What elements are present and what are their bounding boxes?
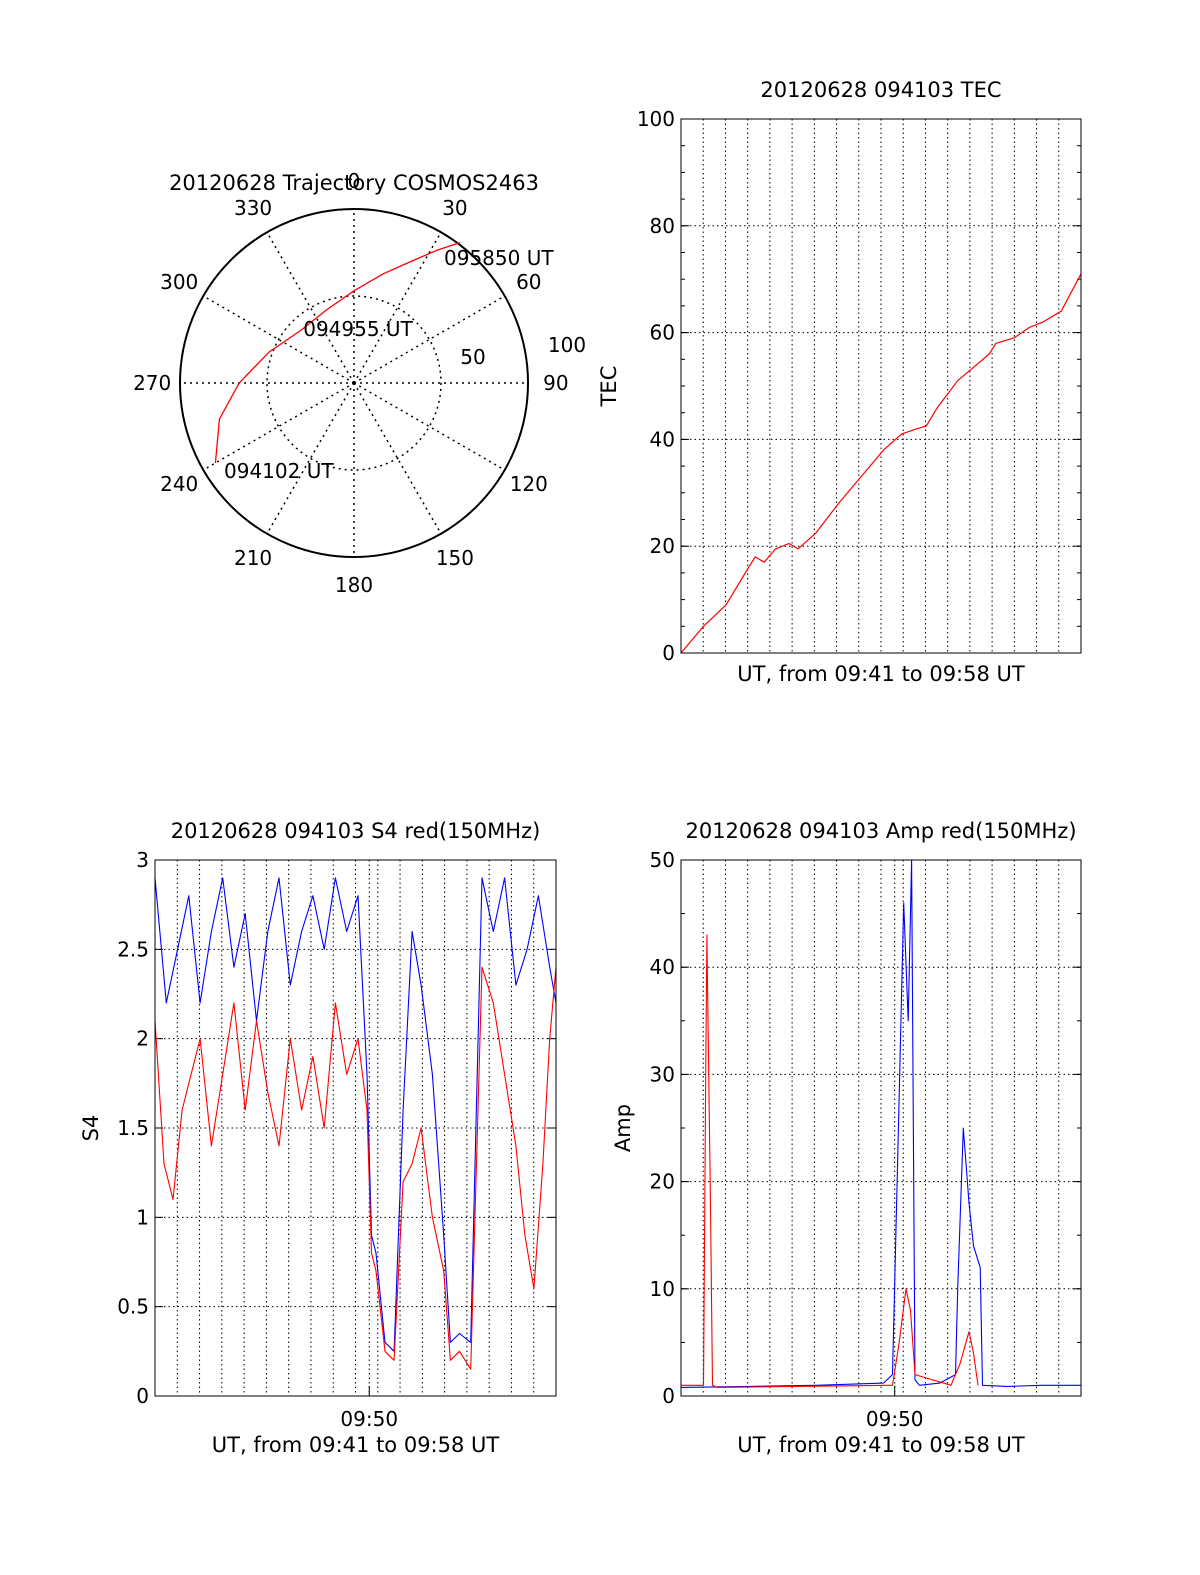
spoke-240 [202, 382, 355, 471]
radius-label-50: 50 [460, 345, 485, 369]
y-tick-label: 0 [136, 1384, 149, 1408]
panel-tec-xlabel: UT, from 09:41 to 09:58 UT [737, 662, 1025, 686]
panel-tec-ylabel: TEC [597, 366, 621, 408]
spoke-120 [353, 382, 506, 471]
panel-tec-axes-frame [680, 118, 1082, 654]
azimuth-label-330: 330 [234, 196, 272, 220]
y-tick-label: 0.5 [117, 1295, 149, 1319]
trajectory-time-label: 094955 UT [303, 317, 413, 341]
spoke-30 [353, 231, 442, 384]
outer-ring [179, 208, 529, 558]
panel-amp-series-1 [681, 934, 979, 1388]
trajectory-track [214, 241, 461, 464]
panel-amp-series-0 [680, 859, 1081, 1388]
spoke-300 [202, 295, 355, 384]
inner-ring-50 [266, 295, 442, 471]
panel-amp-xlabel: UT, from 09:41 to 09:58 UT [737, 1433, 1025, 1457]
amp-line-chart: 20120628 094103 Amp red(150MHz) 0 10 20 30 40… [611, 819, 1082, 1457]
azimuth-label-180: 180 [335, 573, 373, 597]
y-tick-label: 1.5 [117, 1116, 149, 1140]
panel-tec-series-0 [680, 273, 1082, 654]
azimuth-label-90: 90 [543, 371, 568, 395]
panel-s4-xlabel: UT, from 09:41 to 09:58 UT [212, 1433, 500, 1457]
panel-amp-axes-frame [680, 859, 1082, 1397]
azimuth-label-300: 300 [160, 270, 198, 294]
radius-label-100: 100 [548, 333, 586, 357]
trajectory-time-label: 094102 UT [224, 459, 334, 483]
y-tick-label: 40 [650, 427, 675, 451]
panel-s4-series-1 [154, 966, 557, 1370]
y-tick-label: 1 [136, 1205, 149, 1229]
panel-amp-title: 20120628 094103 Amp red(150MHz) [685, 819, 1076, 843]
panel-tec-title: 20120628 094103 TEC [760, 78, 1001, 102]
y-tick-label: 80 [650, 214, 675, 238]
s4-line-chart: 20120628 094103 S4 red(150MHz) 0 0.5 1 1.5 2 2… [79, 819, 557, 1457]
y-tick-label: 10 [650, 1277, 675, 1301]
spoke-210 [266, 382, 355, 535]
panel-amp-ylabel: Amp [611, 1104, 635, 1152]
azimuth-label-210: 210 [234, 546, 272, 570]
azimuth-label-0: 0 [348, 169, 361, 193]
trajectory-time-label: 095850 UT [444, 246, 554, 270]
y-tick-label: 3 [136, 848, 149, 872]
y-tick-label: 2 [136, 1027, 149, 1051]
azimuth-label-30: 30 [442, 196, 467, 220]
x-tick-label: 09:50 [866, 1407, 924, 1431]
spoke-60 [353, 295, 506, 384]
azimuth-label-150: 150 [436, 546, 474, 570]
y-tick-label: 100 [637, 107, 675, 131]
y-tick-label: 0 [662, 1384, 675, 1408]
panel-s4-title: 20120628 094103 S4 red(150MHz) [171, 819, 541, 843]
spoke-330 [266, 231, 355, 384]
azimuth-label-270: 270 [133, 371, 171, 395]
trajectory-title: 20120628 Trajectory COSMOS2463 [169, 171, 539, 195]
y-tick-label: 20 [650, 1170, 675, 1194]
y-tick-label: 2.5 [117, 937, 149, 961]
spoke-150 [353, 382, 442, 535]
y-tick-label: 30 [650, 1062, 675, 1086]
x-tick-label: 09:50 [340, 1407, 398, 1431]
azimuth-label-240: 240 [160, 472, 198, 496]
azimuth-label-120: 120 [510, 472, 548, 496]
tec-line-chart: 20120628 094103 TEC 0 20 40 60 80 100 UT, from … [597, 78, 1082, 686]
y-tick-label: 60 [650, 321, 675, 345]
y-tick-label: 40 [650, 955, 675, 979]
y-tick-label: 0 [662, 641, 675, 665]
panel-s4-series-0 [154, 877, 557, 1352]
y-tick-label: 50 [650, 848, 675, 872]
y-tick-label: 20 [650, 534, 675, 558]
panel-s4-axes-frame [154, 859, 557, 1397]
panel-s4-ylabel: S4 [79, 1115, 103, 1142]
azimuth-label-60: 60 [516, 270, 541, 294]
